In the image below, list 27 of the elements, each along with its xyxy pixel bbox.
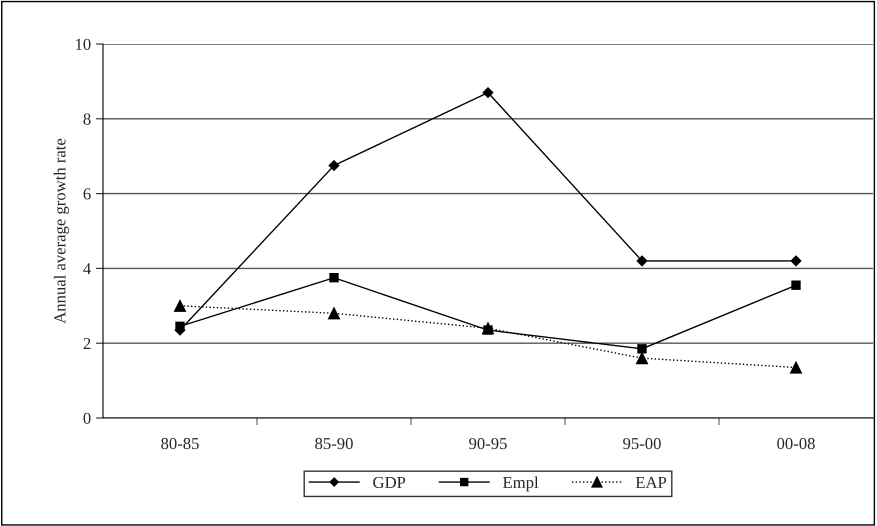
legend-label: Empl	[503, 476, 538, 492]
point	[791, 280, 801, 290]
point	[174, 300, 186, 312]
y-tick-label: 8	[83, 114, 91, 125]
x-tick-label: 95-00	[623, 438, 661, 450]
point	[790, 255, 802, 266]
y-tick-label: 6	[84, 188, 91, 200]
y-tick-label: 0	[83, 412, 91, 424]
point	[636, 352, 648, 364]
legend-label: EAP	[636, 476, 666, 488]
point	[637, 344, 647, 354]
x-tick-label: 85-90	[315, 438, 353, 450]
point	[328, 307, 340, 320]
point	[329, 273, 339, 282]
legend-label: GDP	[373, 476, 406, 488]
x-tick-label: 90-95	[469, 438, 507, 450]
point	[328, 160, 340, 171]
y-axis-title: Annual average growth rate	[54, 138, 69, 324]
point	[483, 325, 493, 335]
x-tick-label: 00-08	[777, 438, 815, 450]
x-tick-label: 80-85	[161, 438, 199, 450]
y-tick-label: 10	[76, 38, 91, 50]
point	[790, 361, 802, 374]
point	[636, 255, 648, 266]
point	[482, 87, 494, 98]
y-tick-label: 4	[83, 263, 91, 274]
y-tick-label: 2	[84, 338, 90, 349]
